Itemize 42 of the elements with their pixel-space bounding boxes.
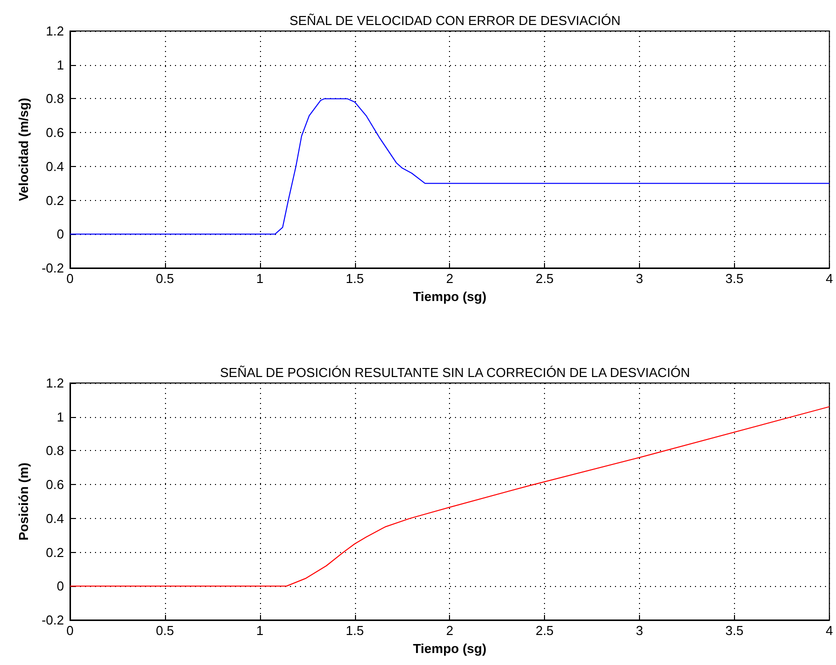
- x-tick-label: 0.5: [156, 623, 174, 638]
- x-tick-label: 1: [256, 623, 264, 638]
- line-series: [70, 406, 830, 587]
- y-tick-label: -0.2: [42, 260, 64, 276]
- x-tick-label: 2.5: [536, 623, 554, 638]
- x-tick-label: 2: [446, 623, 454, 638]
- y-tick-label: 0.4: [46, 510, 64, 526]
- y-tick-label: 0.2: [46, 544, 64, 560]
- x-tick-label: 1.5: [346, 271, 364, 286]
- x-tick-label: 4: [826, 623, 833, 638]
- x-axis-title: Tiempo (sg): [412, 288, 486, 304]
- y-axis-title: Velocidad (m/sg): [16, 98, 31, 202]
- x-tick-label: 4: [826, 271, 833, 286]
- y-tick-label: 0.4: [46, 158, 64, 174]
- y-tick-label: 0.6: [46, 477, 64, 492]
- x-tick-label: 0: [66, 271, 74, 286]
- x-tick-label: 1.5: [346, 623, 364, 638]
- y-tick-label: 0.8: [46, 443, 64, 458]
- x-tick-label: 2.5: [536, 271, 554, 286]
- y-tick-label: 0: [56, 226, 64, 242]
- y-tick-label: 1.2: [46, 24, 64, 38]
- x-tick-label: 3.5: [725, 271, 744, 286]
- y-tick-label: 1: [56, 409, 64, 424]
- y-tick-label: 0.6: [46, 125, 64, 140]
- x-tick-label: 0: [66, 623, 74, 638]
- chart-title: SEÑAL DE POSICIÓN RESULTANTE SIN LA CORRECIÓN DE LA DESVIACIÓN: [220, 365, 690, 380]
- x-tick-label: 3.5: [725, 623, 744, 638]
- x-axis-title: Tiempo (sg): [412, 640, 486, 656]
- y-tick-label: 0: [56, 578, 64, 594]
- y-tick-label: 0.8: [46, 91, 64, 106]
- x-tick-label: 0.5: [156, 271, 174, 286]
- y-tick-label: 1.2: [46, 376, 64, 390]
- chart-title: SEÑAL DE VELOCIDAD CON ERROR DE DESVIACIÓN: [289, 13, 621, 28]
- y-tick-label: 0.2: [46, 192, 64, 208]
- y-tick-label: 1: [56, 57, 64, 72]
- x-tick-label: 3: [636, 271, 644, 286]
- x-tick-label: 3: [636, 623, 644, 638]
- line-series: [70, 98, 830, 235]
- y-axis-title: Posición (m): [16, 462, 31, 541]
- x-tick-label: 2: [446, 271, 454, 286]
- x-tick-label: 1: [256, 271, 264, 286]
- y-tick-label: -0.2: [42, 612, 64, 628]
